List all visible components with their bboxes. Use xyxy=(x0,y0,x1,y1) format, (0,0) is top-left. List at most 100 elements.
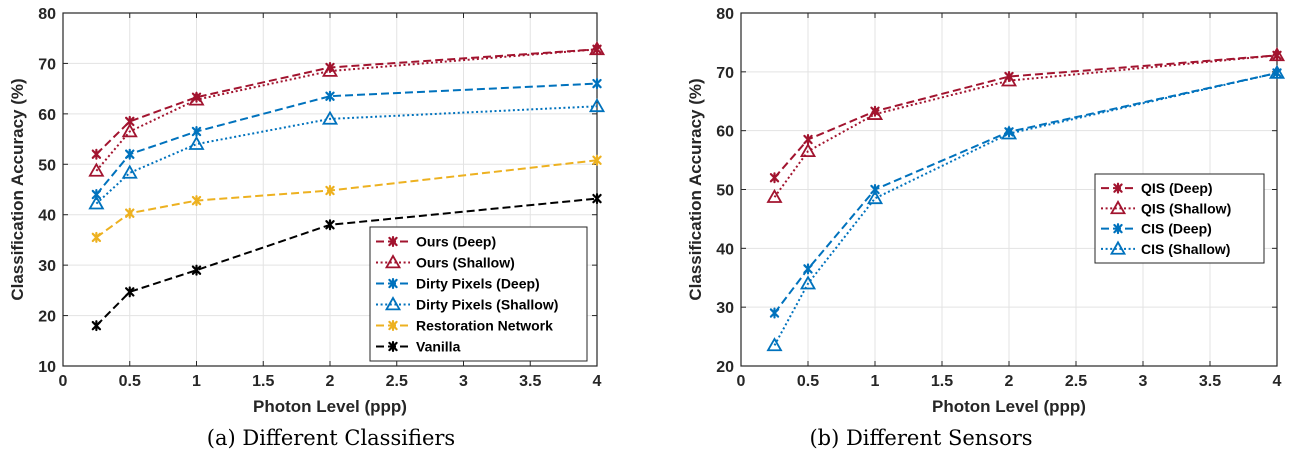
data-point xyxy=(321,62,339,77)
y-tick-label: 50 xyxy=(716,183,734,200)
legend-box xyxy=(1094,173,1265,264)
ticks: 0 0.5 1 1.5 2 2.5 3 3.5 4 10 20 30 40 50 60 70 80 xyxy=(38,6,601,390)
series-line xyxy=(95,82,598,196)
y-tick-label: 10 xyxy=(38,359,56,376)
series-line xyxy=(95,159,598,239)
x-tick-label: 4 xyxy=(1273,373,1282,390)
legend-label: QIS (Deep) xyxy=(1141,180,1213,196)
legend: QIS (Deep) QIS (Shallow) CIS (Deep) CIS (Sh… xyxy=(1094,173,1265,264)
x-axis-label: Photon Level (ppp) xyxy=(253,397,407,416)
x-tick-label: 1 xyxy=(192,373,201,390)
data-point xyxy=(866,105,884,120)
data-point xyxy=(325,185,335,197)
data-point xyxy=(325,219,335,231)
legend-item: Ours (Deep) xyxy=(376,234,496,250)
data-point xyxy=(1268,64,1286,79)
y-axis-label: Classification Accuracy (%) xyxy=(8,78,27,300)
x-tick-label: 4 xyxy=(593,373,602,390)
y-tick-label: 20 xyxy=(38,309,56,326)
y-tick-label: 30 xyxy=(716,300,734,317)
data-point xyxy=(588,40,606,56)
x-tick-label: 0.5 xyxy=(797,373,819,390)
x-tick-label: 3.5 xyxy=(519,373,541,390)
chart-svg-classifiers: 0 0.5 1 1.5 2 2.5 3 3.5 4 10 20 30 40 50 60 70 80 Photon … xyxy=(8,6,606,416)
legend-label: CIS (Shallow) xyxy=(1141,241,1230,257)
legend-label: Ours (Shallow) xyxy=(416,255,515,271)
data-point xyxy=(769,172,780,184)
legend-label: Dirty Pixels (Shallow) xyxy=(416,297,558,313)
data-point xyxy=(91,320,102,332)
legend-item: Vanilla xyxy=(376,339,461,355)
legend-marker xyxy=(388,236,398,247)
ticks: 0 0.5 1 1.5 2 2.5 3 3.5 4 20 30 40 50 60 70 80 xyxy=(716,6,1281,390)
legend-marker xyxy=(1113,223,1123,235)
data-point xyxy=(1000,125,1018,140)
legend-label: Dirty Pixels (Deep) xyxy=(416,276,540,292)
data-point xyxy=(125,207,135,219)
series-restoration-network xyxy=(91,154,602,243)
legend-item: Restoration Network xyxy=(376,318,553,334)
data-point xyxy=(1268,47,1286,62)
y-tick-label: 80 xyxy=(716,6,734,23)
data-point xyxy=(125,148,135,160)
series-qis-shallow xyxy=(766,47,1286,203)
series-line xyxy=(95,48,598,172)
legend-box xyxy=(369,226,588,362)
legend-marker xyxy=(384,254,402,269)
data-point xyxy=(766,337,783,352)
y-tick-label: 70 xyxy=(716,65,734,82)
data-point xyxy=(121,123,138,138)
legend-marker xyxy=(388,278,398,289)
data-point xyxy=(592,193,602,205)
data-point xyxy=(121,164,138,179)
data-point xyxy=(799,275,817,290)
series-qis-deep xyxy=(769,49,1282,184)
x-tick-label: 3 xyxy=(459,373,468,390)
legend-label: Vanilla xyxy=(416,339,461,355)
legend-item: Dirty Pixels (Shallow) xyxy=(376,296,558,313)
data-point xyxy=(321,110,339,125)
y-tick-label: 70 xyxy=(38,56,56,73)
chart-caption: (a) Different Classifiers xyxy=(206,426,456,450)
x-tick-label: 2.5 xyxy=(1065,373,1087,390)
y-tick-label: 40 xyxy=(38,208,56,225)
series-line xyxy=(773,54,1278,179)
y-tick-label: 60 xyxy=(38,107,56,124)
data-point xyxy=(191,195,202,207)
x-tick-label: 2 xyxy=(326,373,335,390)
y-tick-label: 30 xyxy=(38,258,56,275)
x-tick-label: 0 xyxy=(737,373,746,390)
series-dirty-pixels-deep xyxy=(91,78,602,201)
x-tick-label: 0.5 xyxy=(119,373,141,390)
data-point xyxy=(125,286,135,298)
legend-label: QIS (Shallow) xyxy=(1141,200,1231,216)
data-point xyxy=(191,264,202,276)
legend: Ours (Deep) Ours (Shallow) Dirty Pixels (D… xyxy=(369,226,588,362)
data-point xyxy=(866,190,884,205)
x-axis-label: Photon Level (ppp) xyxy=(932,397,1086,416)
series-ours-shallow xyxy=(88,40,606,177)
chart-panel-sensors: 0 0.5 1 1.5 2 2.5 3 3.5 4 20 30 40 50 60 70 80 Photon Le… xyxy=(646,0,1291,462)
legend-item: Dirty Pixels (Deep) xyxy=(376,276,540,292)
legend-item: Ours (Shallow) xyxy=(376,254,515,271)
series-line xyxy=(95,197,598,327)
x-tick-label: 0 xyxy=(59,373,68,390)
y-tick-label: 50 xyxy=(38,157,56,174)
data-point xyxy=(188,91,205,106)
data-point xyxy=(88,195,105,210)
legend-item: CIS (Shallow) xyxy=(1101,240,1230,257)
legend-label: Ours (Deep) xyxy=(416,234,496,250)
data-point xyxy=(91,148,102,160)
x-tick-label: 2 xyxy=(1005,373,1014,390)
legend-label: CIS (Deep) xyxy=(1141,221,1212,237)
legend-marker xyxy=(388,320,398,331)
legend-marker xyxy=(1109,240,1127,255)
data-point xyxy=(799,142,817,158)
legend-marker xyxy=(388,341,398,352)
x-tick-label: 1.5 xyxy=(252,373,274,390)
data-point xyxy=(191,126,202,138)
chart-svg-sensors: 0 0.5 1 1.5 2 2.5 3 3.5 4 20 30 40 50 60 70 80 Photon Le… xyxy=(686,6,1286,416)
series-line xyxy=(773,54,1278,198)
data-point xyxy=(766,188,783,203)
legend-marker xyxy=(1109,200,1127,215)
